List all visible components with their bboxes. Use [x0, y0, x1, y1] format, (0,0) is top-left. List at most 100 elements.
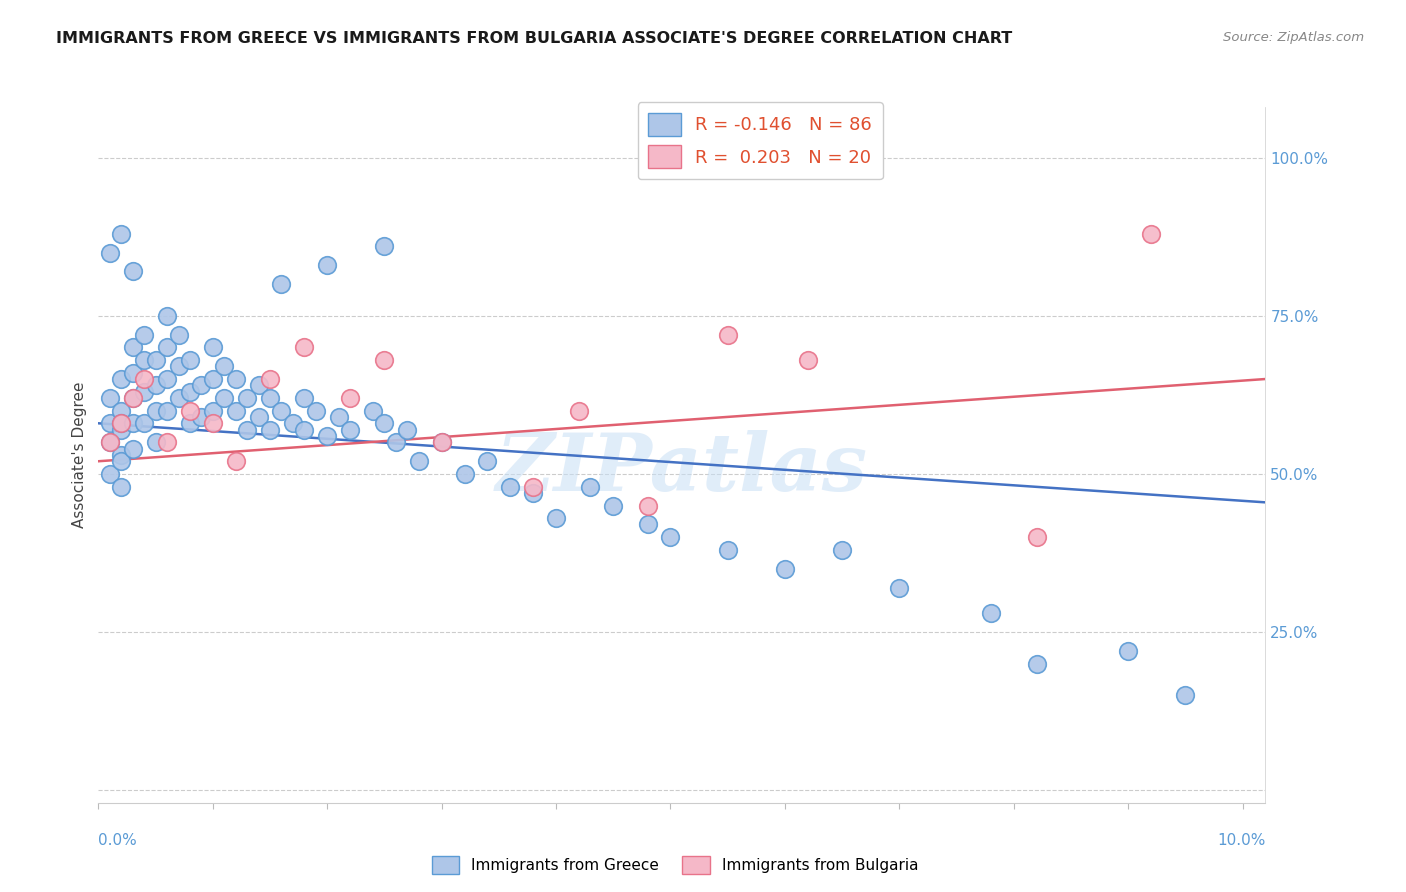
- Point: [270, 277, 292, 292]
- Point: [453, 467, 475, 481]
- Point: [281, 417, 304, 431]
- Point: [797, 353, 820, 368]
- Point: [1174, 688, 1197, 702]
- Point: [602, 499, 624, 513]
- Point: [292, 391, 315, 405]
- Point: [225, 372, 247, 386]
- Text: ZIPatlas: ZIPatlas: [496, 430, 868, 508]
- Point: [98, 417, 121, 431]
- Point: [773, 562, 796, 576]
- Point: [156, 340, 179, 354]
- Point: [259, 423, 281, 437]
- Point: [292, 423, 315, 437]
- Point: [225, 403, 247, 417]
- Point: [179, 403, 201, 417]
- Point: [110, 423, 132, 437]
- Point: [316, 258, 339, 272]
- Point: [214, 391, 236, 405]
- Point: [201, 340, 224, 354]
- Point: [98, 435, 121, 450]
- Point: [121, 391, 143, 405]
- Point: [201, 372, 224, 386]
- Point: [1025, 530, 1047, 544]
- Point: [339, 391, 361, 405]
- Point: [247, 378, 270, 392]
- Point: [145, 378, 167, 392]
- Point: [201, 417, 224, 431]
- Point: [134, 384, 156, 399]
- Legend: R = -0.146   N = 86, R =  0.203   N = 20: R = -0.146 N = 86, R = 0.203 N = 20: [637, 103, 883, 179]
- Text: Source: ZipAtlas.com: Source: ZipAtlas.com: [1223, 31, 1364, 45]
- Point: [156, 372, 179, 386]
- Point: [121, 340, 143, 354]
- Point: [179, 353, 201, 368]
- Legend: Immigrants from Greece, Immigrants from Bulgaria: Immigrants from Greece, Immigrants from …: [426, 850, 924, 880]
- Point: [637, 517, 659, 532]
- Point: [214, 359, 236, 374]
- Point: [190, 409, 212, 424]
- Point: [270, 403, 292, 417]
- Point: [121, 417, 143, 431]
- Point: [659, 530, 682, 544]
- Point: [156, 435, 179, 450]
- Point: [247, 409, 270, 424]
- Point: [167, 359, 190, 374]
- Point: [328, 409, 350, 424]
- Point: [145, 435, 167, 450]
- Point: [121, 264, 143, 278]
- Point: [167, 391, 190, 405]
- Point: [121, 391, 143, 405]
- Point: [316, 429, 339, 443]
- Point: [156, 309, 179, 323]
- Y-axis label: Associate's Degree: Associate's Degree: [72, 382, 87, 528]
- Point: [236, 391, 259, 405]
- Point: [236, 423, 259, 437]
- Point: [373, 417, 395, 431]
- Point: [98, 435, 121, 450]
- Point: [339, 423, 361, 437]
- Text: IMMIGRANTS FROM GREECE VS IMMIGRANTS FROM BULGARIA ASSOCIATE'S DEGREE CORRELATIO: IMMIGRANTS FROM GREECE VS IMMIGRANTS FRO…: [56, 31, 1012, 46]
- Point: [544, 511, 567, 525]
- Point: [889, 581, 911, 595]
- Point: [110, 448, 132, 462]
- Point: [98, 391, 121, 405]
- Point: [568, 403, 591, 417]
- Text: 0.0%: 0.0%: [98, 833, 138, 848]
- Point: [156, 403, 179, 417]
- Point: [201, 403, 224, 417]
- Point: [385, 435, 408, 450]
- Point: [1116, 644, 1139, 658]
- Point: [134, 327, 156, 342]
- Point: [110, 403, 132, 417]
- Point: [121, 442, 143, 456]
- Point: [477, 454, 499, 468]
- Point: [373, 239, 395, 253]
- Point: [134, 372, 156, 386]
- Point: [259, 372, 281, 386]
- Point: [145, 403, 167, 417]
- Point: [98, 467, 121, 481]
- Point: [292, 340, 315, 354]
- Point: [717, 542, 740, 557]
- Point: [110, 417, 132, 431]
- Point: [110, 454, 132, 468]
- Point: [831, 542, 853, 557]
- Point: [637, 499, 659, 513]
- Point: [121, 366, 143, 380]
- Point: [522, 479, 544, 493]
- Point: [145, 353, 167, 368]
- Text: 10.0%: 10.0%: [1218, 833, 1265, 848]
- Point: [134, 353, 156, 368]
- Point: [167, 327, 190, 342]
- Point: [373, 353, 395, 368]
- Point: [980, 606, 1002, 620]
- Point: [190, 378, 212, 392]
- Point: [408, 454, 430, 468]
- Point: [110, 417, 132, 431]
- Point: [717, 327, 740, 342]
- Point: [98, 245, 121, 260]
- Point: [430, 435, 453, 450]
- Point: [259, 391, 281, 405]
- Point: [1140, 227, 1163, 241]
- Point: [110, 372, 132, 386]
